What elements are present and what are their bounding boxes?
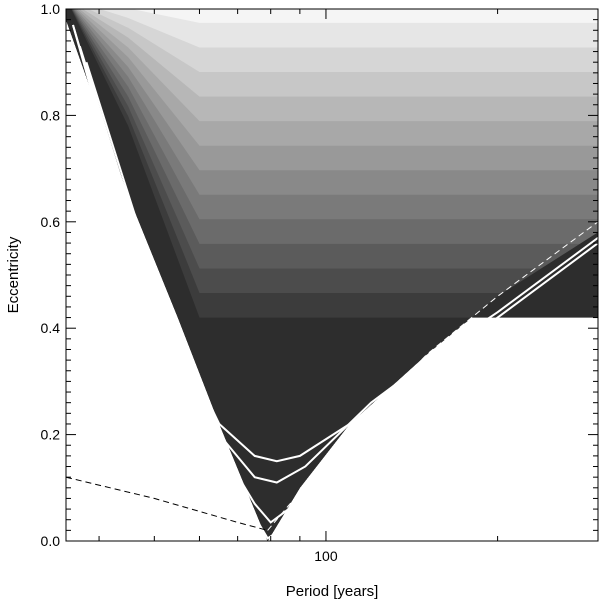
x-tick-label: 100 — [314, 548, 338, 564]
y-axis-label: Eccentricity — [5, 236, 22, 313]
dashed-line-white — [267, 221, 598, 531]
x-axis-label: Period [years] — [286, 583, 379, 600]
y-tick-label: 0.2 — [41, 427, 61, 443]
y-tick-label: 0.0 — [41, 533, 61, 549]
contour-level-4 — [85, 61, 392, 540]
y-tick-label: 1.0 — [41, 1, 61, 17]
axis-ticks — [66, 8, 599, 542]
y-tick-label: 0.6 — [41, 214, 61, 230]
tick-labels: 100 0.0 0.2 0.4 0.6 0.8 1.0 — [41, 1, 338, 564]
y-tick-label: 0.8 — [41, 107, 61, 123]
contour-lines — [72, 24, 598, 540]
heatmap-band — [66, 9, 598, 541]
dashed-lines — [66, 221, 598, 531]
contour-level-1 — [72, 24, 351, 463]
marker-layer — [133, 253, 155, 275]
dashed-line-black — [66, 476, 268, 531]
y-tick-label: 0.4 — [41, 320, 61, 336]
